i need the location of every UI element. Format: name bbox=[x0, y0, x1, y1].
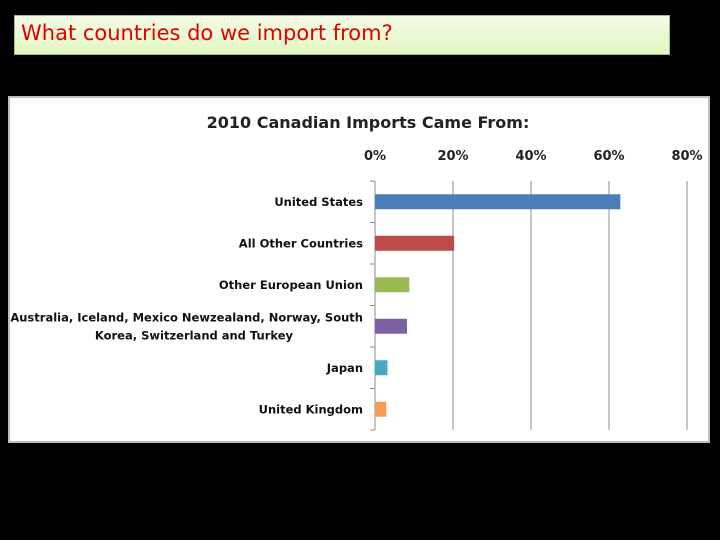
category-label: Australia, Iceland, Mexico Newzealand, N… bbox=[10, 310, 363, 324]
x-tick-label: 20% bbox=[437, 149, 468, 164]
bar bbox=[375, 318, 407, 334]
bar bbox=[375, 277, 410, 293]
bar-chart: 2010 Canadian Imports Came From: 0% 20% 40… bbox=[10, 113, 703, 431]
category-label: United States bbox=[274, 195, 363, 209]
x-tick-label: 60% bbox=[593, 149, 624, 164]
chart-title: 2010 Canadian Imports Came From: bbox=[207, 113, 530, 132]
category-label: Korea, Switzerland and Turkey bbox=[95, 328, 294, 342]
slide-title: What countries do we import from? bbox=[21, 21, 393, 45]
x-tick-label: 0% bbox=[364, 149, 386, 164]
chart-frame: 2010 Canadian Imports Came From: 0% 20% 40… bbox=[8, 96, 710, 443]
bar bbox=[375, 194, 621, 210]
category-label: All Other Countries bbox=[239, 236, 363, 250]
bar bbox=[375, 235, 455, 251]
category-label: Other European Union bbox=[219, 278, 363, 292]
bar bbox=[375, 401, 387, 417]
bar bbox=[375, 360, 388, 376]
category-label: Japan bbox=[326, 361, 363, 375]
x-tick-label: 80% bbox=[671, 149, 702, 164]
slide-title-box: What countries do we import from? bbox=[14, 15, 670, 55]
x-tick-label: 40% bbox=[515, 149, 546, 164]
category-label: United Kingdom bbox=[259, 402, 363, 416]
